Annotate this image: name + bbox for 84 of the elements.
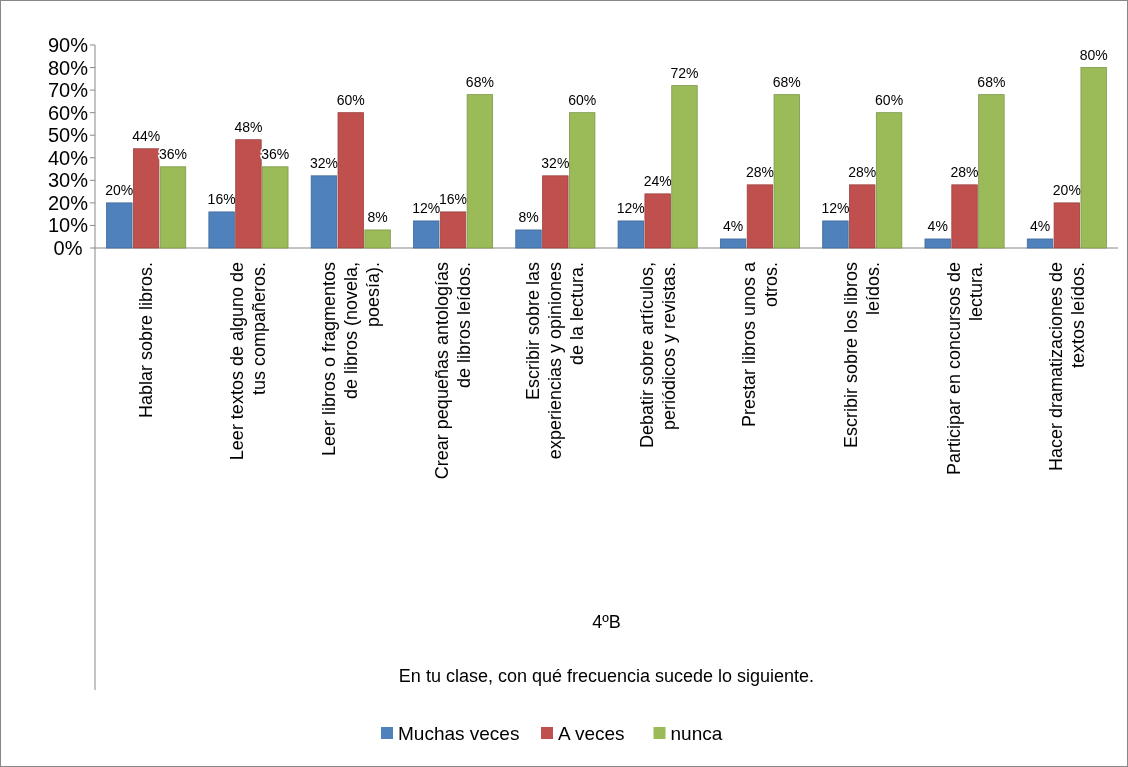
bar	[466, 94, 494, 249]
data-label: 60%	[875, 91, 904, 108]
y-tick-label: 90%	[47, 34, 89, 56]
data-label: 32%	[309, 154, 338, 171]
bar	[1026, 238, 1054, 249]
data-label: 20%	[105, 181, 134, 198]
bar	[542, 175, 569, 249]
bar	[262, 166, 289, 249]
data-label: 68%	[465, 73, 494, 90]
y-tick-label: 30%	[47, 169, 89, 192]
x-tick-label: Escribir sobre los libros leídos.	[841, 262, 884, 449]
bar	[978, 94, 1005, 249]
y-tick-label: 40%	[47, 146, 89, 169]
data-label: 80%	[1079, 46, 1108, 63]
data-label: 16%	[439, 190, 468, 207]
data-label: 28%	[950, 163, 979, 180]
x-tick-label: Hablar sobre libros.	[136, 262, 157, 419]
data-label: 68%	[772, 73, 801, 90]
bar	[773, 94, 800, 249]
bar	[337, 112, 364, 249]
bar	[208, 211, 235, 249]
x-tick-label: Escribir sobre las experiencias y opiniones de la lectura.	[523, 262, 588, 460]
x-tick-label: Hacer dramatizaciones de textos leídos.	[1045, 262, 1088, 472]
bar	[235, 139, 262, 249]
text: En tu clase, con qué frecuencia sucede lo siguiente.	[398, 666, 815, 686]
y-tick-label: 50%	[47, 124, 89, 147]
data-label: 12%	[412, 199, 441, 216]
x-tick-label: Leer libros o fragmentos de libros (novela, poesía).	[318, 262, 383, 457]
bar	[569, 112, 596, 249]
bar	[364, 229, 391, 249]
bar	[133, 148, 160, 249]
x-tick-label: Participar en concursos de lectura.	[943, 262, 986, 476]
bar	[439, 211, 467, 249]
bar	[106, 202, 133, 249]
y-tick-label: 10%	[47, 214, 89, 237]
bar	[875, 112, 903, 249]
bar	[822, 220, 849, 249]
x-tick-label: Debatir sobre artículos, periódicos y revistas.	[636, 262, 679, 449]
text: 4ºB	[592, 612, 621, 632]
data-label: 28%	[848, 163, 877, 180]
y-tick-label: 70%	[47, 79, 89, 102]
bar	[1053, 202, 1080, 249]
data-label: 20%	[1052, 181, 1081, 198]
data-label: 8%	[518, 208, 539, 225]
bar	[515, 229, 542, 249]
x-tick-label: Crear pequeñas antologías de libros leídos.	[432, 262, 475, 480]
bar	[719, 238, 747, 249]
data-label: 4%	[723, 217, 744, 234]
data-label: 24%	[643, 172, 672, 189]
data-label: 48%	[234, 118, 263, 135]
data-label: 60%	[568, 91, 597, 108]
data-label: 4%	[927, 217, 948, 234]
bar	[617, 220, 644, 249]
data-label: 28%	[745, 163, 774, 180]
x-tick-label: Prestar libros unos a otros.	[738, 261, 781, 428]
y-tick-label: 0%	[53, 237, 83, 259]
data-label: 4%	[1029, 217, 1051, 234]
data-label: 44%	[132, 127, 161, 144]
bar	[413, 220, 440, 249]
bar	[746, 184, 774, 249]
legend-label: nunca	[670, 722, 723, 744]
data-label: 32%	[541, 154, 570, 171]
bar	[924, 238, 951, 249]
y-tick-label: 20%	[47, 191, 89, 214]
bar	[310, 175, 338, 249]
legend-label: Muchas veces	[398, 722, 520, 744]
x-tick-label: Leer textos de alguno de tus compañeros.	[227, 262, 270, 461]
legend-label: A veces	[558, 722, 625, 744]
data-label: 8%	[367, 208, 388, 225]
bar	[849, 184, 876, 249]
data-label: 60%	[336, 91, 365, 108]
bar	[671, 85, 698, 249]
data-label: 36%	[261, 145, 290, 162]
data-label: 68%	[977, 73, 1006, 90]
bar	[951, 184, 978, 249]
y-tick-label: 80%	[47, 56, 89, 79]
bar	[644, 193, 671, 249]
data-label: 12%	[821, 199, 850, 216]
data-label: 12%	[616, 199, 645, 216]
bar	[1080, 67, 1107, 249]
data-label: 36%	[158, 145, 187, 162]
data-label: 72%	[670, 64, 699, 81]
y-tick-label: 60%	[47, 101, 89, 124]
bar	[159, 166, 187, 249]
